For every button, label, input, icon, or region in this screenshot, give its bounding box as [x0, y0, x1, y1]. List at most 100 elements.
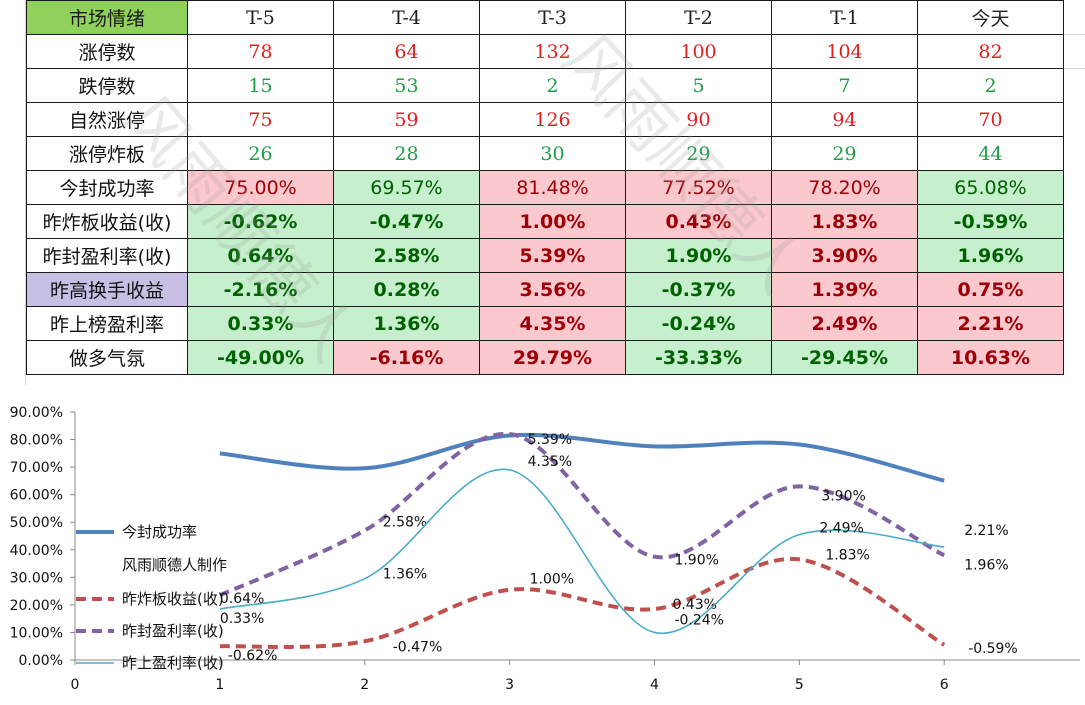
table-cell: 90 — [625, 102, 772, 137]
table-row: 跌停数 15 53 2 5 7 2 — [26, 68, 1064, 103]
data-label: -0.47% — [393, 639, 443, 655]
series-line-2 — [219, 432, 946, 598]
table-cell: 2.49% — [771, 306, 918, 341]
table-cell: 81.48% — [479, 170, 626, 205]
row-label: 昨封盈利率(收) — [26, 238, 188, 273]
table-cell: 70 — [917, 102, 1064, 137]
x-tick-label: 5 — [795, 677, 804, 693]
table-cell: 94 — [771, 102, 918, 137]
table-cell: 29.79% — [479, 340, 626, 375]
header-cell-day: T-1 — [771, 0, 918, 35]
header-cell-day: T-4 — [333, 0, 480, 35]
market-sentiment-table: 市场情绪 T-5 T-4 T-3 T-2 T-1 今天 涨停数 78 64 132 100 104 82 跌… — [26, 0, 1064, 375]
table-cell: 28 — [333, 136, 480, 171]
y-tick-label: 80.00% — [10, 433, 63, 449]
header-cell-day: T-2 — [625, 0, 772, 35]
legend-note: 风雨顺德人制作 — [122, 556, 227, 574]
table-cell: -6.16% — [333, 340, 480, 375]
table-row: 自然涨停 75 59 126 90 94 70 — [26, 102, 1064, 137]
data-label: 2.58% — [383, 514, 427, 530]
sheet-gridline — [1063, 34, 1085, 35]
data-label: 0.33% — [220, 611, 264, 627]
table-cell: 126 — [479, 102, 626, 137]
table-cell: 53 — [333, 68, 480, 103]
table-cell: 0.64% — [187, 238, 334, 273]
row-label: 做多气氛 — [26, 340, 188, 375]
data-label: 0.64% — [220, 591, 264, 607]
table-cell: 0.43% — [625, 204, 772, 239]
table-cell: 75.00% — [187, 170, 334, 205]
row-label: 涨停炸板 — [26, 136, 188, 171]
table-cell: -0.24% — [625, 306, 772, 341]
table-cell: 2.21% — [917, 306, 1064, 341]
table-cell: -0.37% — [625, 272, 772, 307]
y-tick-label: 50.00% — [10, 515, 63, 531]
table-cell: 7 — [771, 68, 918, 103]
table-cell: 3.90% — [771, 238, 918, 273]
table-cell: 0.28% — [333, 272, 480, 307]
table-cell: 59 — [333, 102, 480, 137]
table-cell: 78 — [187, 34, 334, 69]
table-cell: 1.83% — [771, 204, 918, 239]
x-tick-label: 1 — [215, 677, 224, 693]
header-cell-title: 市场情绪 — [26, 0, 188, 35]
header-cell-day: 今天 — [917, 0, 1064, 35]
table-cell: 10.63% — [917, 340, 1064, 375]
legend-label: 昨炸板收益(收) — [122, 590, 224, 608]
table-cell: -0.47% — [333, 204, 480, 239]
data-label: 1.83% — [825, 547, 869, 563]
table-cell: 64 — [333, 34, 480, 69]
data-label: 2.49% — [819, 521, 863, 537]
table-cell: 69.57% — [333, 170, 480, 205]
row-label: 自然涨停 — [26, 102, 188, 137]
table-cell: 29 — [625, 136, 772, 171]
table-cell: 4.35% — [479, 306, 626, 341]
row-label: 涨停数 — [26, 34, 188, 69]
data-label: 1.96% — [964, 557, 1008, 573]
data-label: 5.39% — [528, 432, 572, 448]
table-row: 昨高换手收益 -2.16% 0.28% 3.56% -0.37% 1.39% 0.75% — [26, 272, 1064, 307]
table-cell: 2 — [479, 68, 626, 103]
table-row: 今封成功率 75.00% 69.57% 81.48% 77.52% 78.20% 65.08… — [26, 170, 1064, 205]
table-row: 做多气氛 -49.00% -6.16% 29.79% -33.33% -29.45% 10.… — [26, 340, 1064, 375]
table-header-row: 市场情绪 T-5 T-4 T-3 T-2 T-1 今天 — [26, 0, 1064, 35]
data-label: -0.62% — [228, 648, 278, 664]
table-cell: -0.62% — [187, 204, 334, 239]
market-sentiment-table-area: 市场情绪 T-5 T-4 T-3 T-2 T-1 今天 涨停数 78 64 132 100 104 82 跌… — [26, 0, 1064, 385]
sentiment-line-chart: 0.00% 10.00% 20.00% 30.00% 40.00% 50.00% 60.00… — [10, 405, 1080, 693]
header-cell-day: T-3 — [479, 0, 626, 35]
table-cell: 77.52% — [625, 170, 772, 205]
table-cell: 100 — [625, 34, 772, 69]
table-cell: 1.39% — [771, 272, 918, 307]
table-cell: 75 — [187, 102, 334, 137]
table-cell: 3.56% — [479, 272, 626, 307]
y-tick-label: 90.00% — [10, 405, 63, 421]
data-label: 4.35% — [528, 454, 572, 470]
table-cell: 82 — [917, 34, 1064, 69]
header-cell-day: T-5 — [187, 0, 334, 35]
table-cell: 0.33% — [187, 306, 334, 341]
table-cell: -0.59% — [917, 204, 1064, 239]
row-label: 跌停数 — [26, 68, 188, 103]
y-tick-label: 60.00% — [10, 488, 63, 504]
table-cell: 104 — [771, 34, 918, 69]
data-label: -0.59% — [968, 641, 1018, 657]
legend-label: 今封成功率 — [122, 523, 197, 541]
table-row: 涨停数 78 64 132 100 104 82 — [26, 34, 1064, 69]
y-tick-label: 0.00% — [19, 653, 63, 669]
legend-label: 昨封盈利率(收) — [122, 622, 224, 640]
table-cell: 5 — [625, 68, 772, 103]
table-cell: 2.58% — [333, 238, 480, 273]
table-cell: -2.16% — [187, 272, 334, 307]
data-label: 3.90% — [821, 488, 865, 504]
row-label: 昨炸板收益(收) — [26, 204, 188, 239]
table-cell: 0.75% — [917, 272, 1064, 307]
y-tick-label: 40.00% — [10, 543, 63, 559]
y-tick-label: 30.00% — [10, 570, 63, 586]
table-cell: 26 — [187, 136, 334, 171]
x-tick-label: 3 — [505, 677, 514, 693]
table-cell: 65.08% — [917, 170, 1064, 205]
table-cell: -29.45% — [771, 340, 918, 375]
sheet-gridline — [0, 0, 26, 385]
table-cell: 44 — [917, 136, 1064, 171]
